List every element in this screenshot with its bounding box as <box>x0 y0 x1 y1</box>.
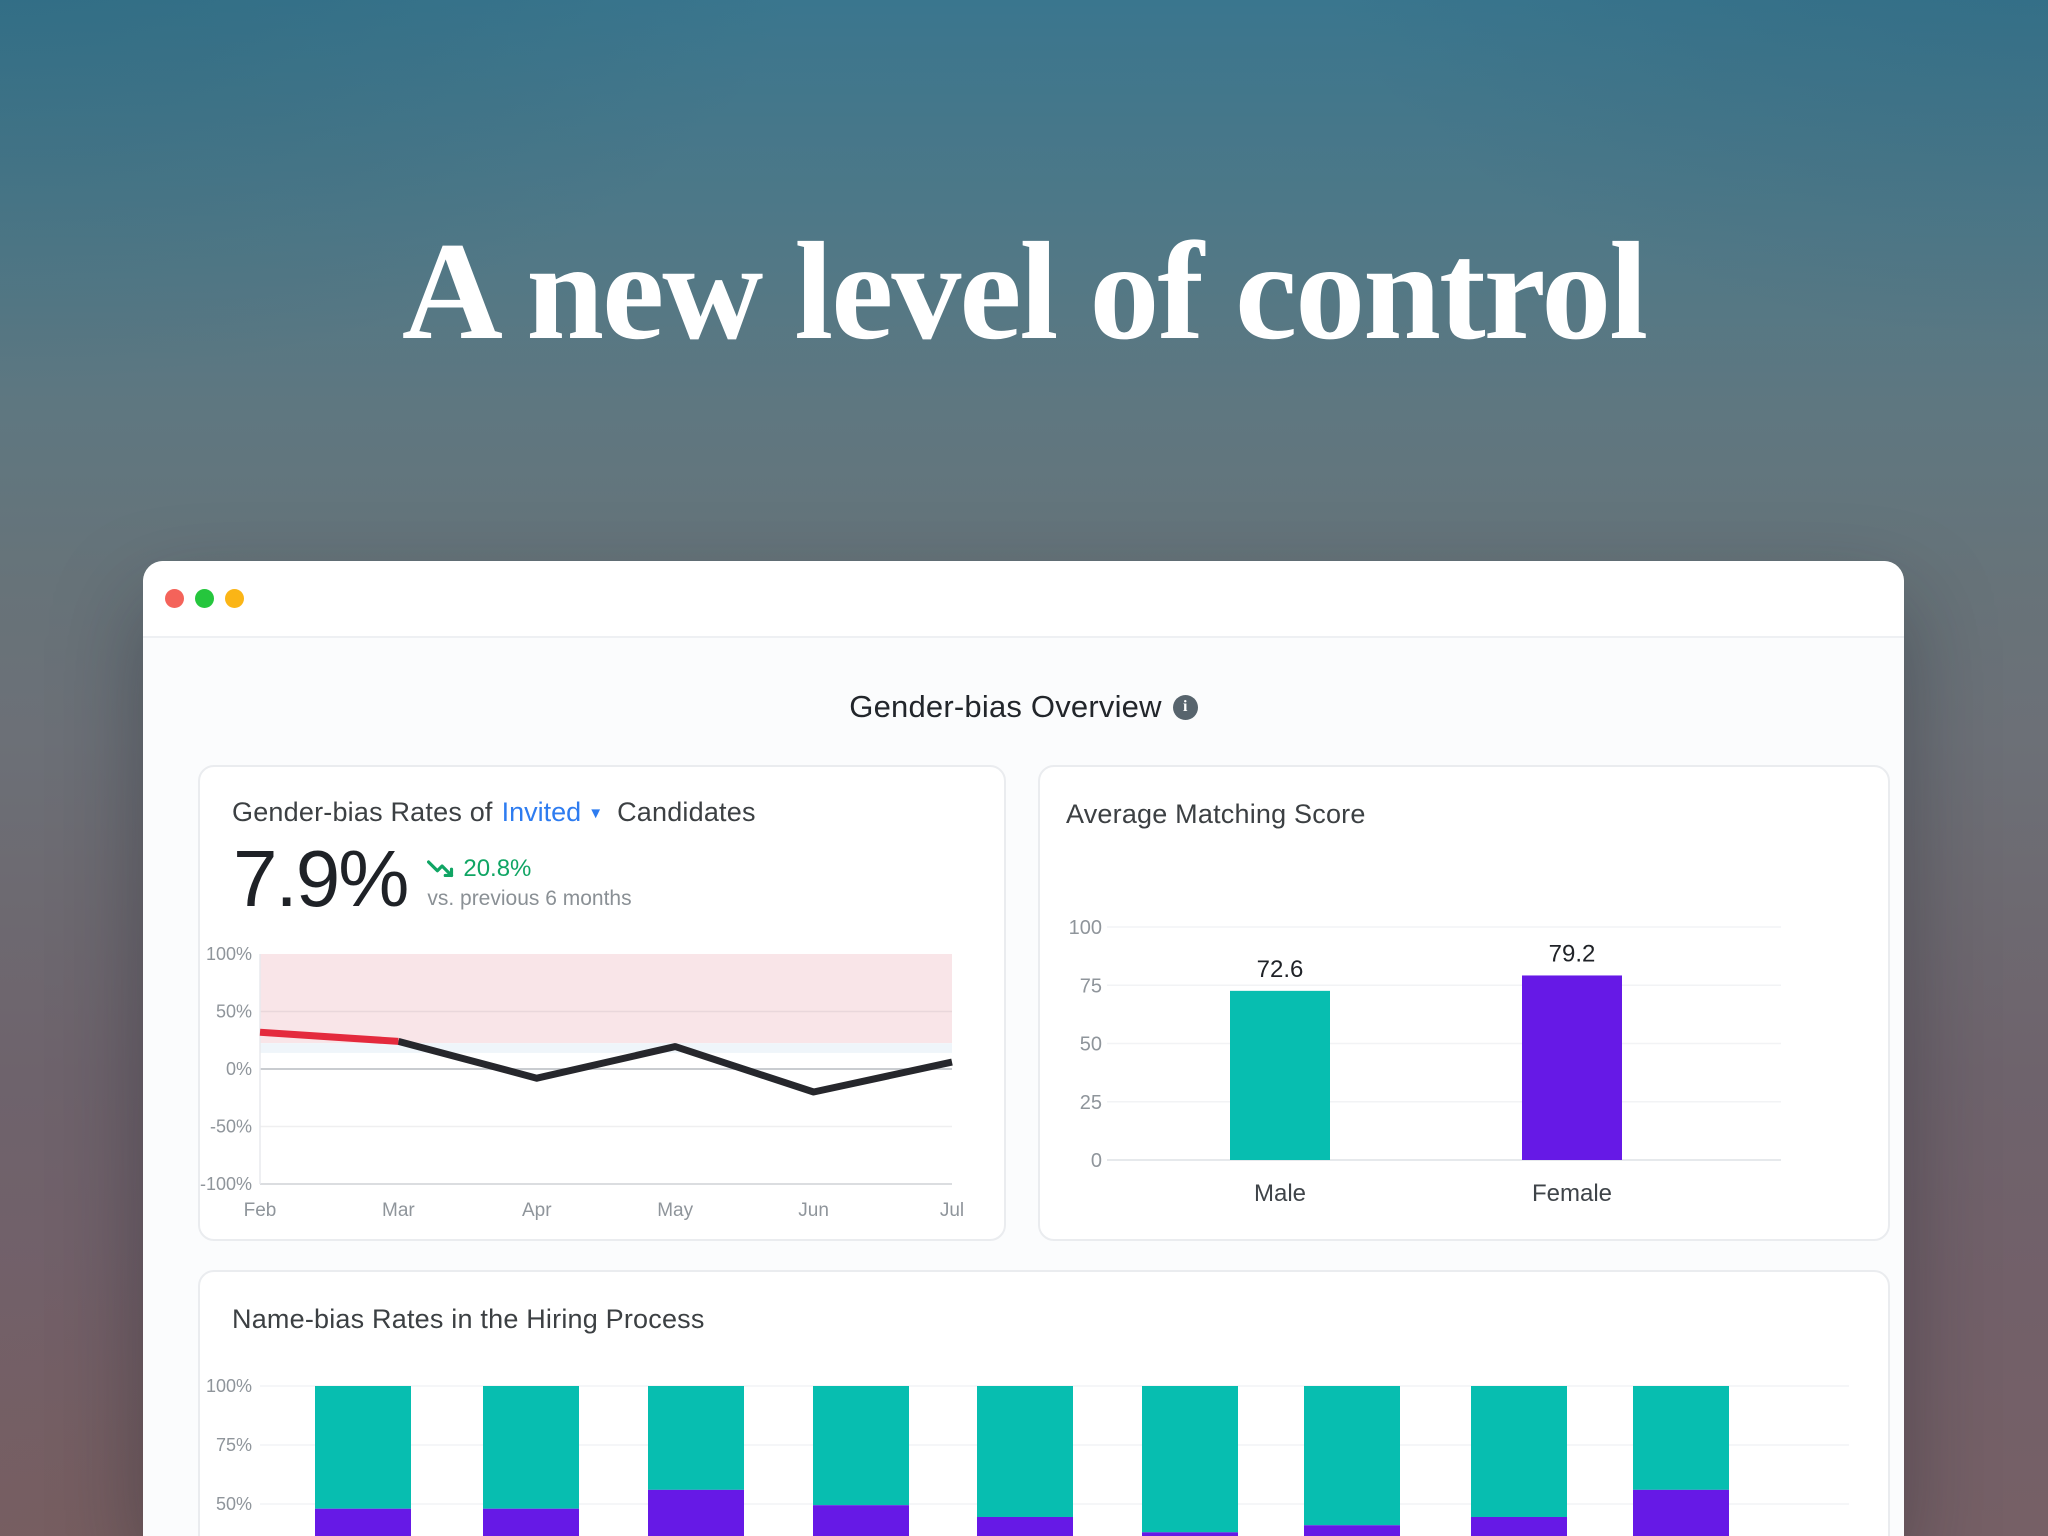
overview-header: Gender-bias Overview i <box>143 689 1904 725</box>
svg-text:75: 75 <box>1080 975 1102 997</box>
svg-text:100%: 100% <box>206 1376 252 1396</box>
svg-text:25: 25 <box>1080 1092 1102 1114</box>
svg-text:72.6: 72.6 <box>1257 956 1304 983</box>
trend-caption: vs. previous 6 months <box>427 887 632 910</box>
trending-down-icon <box>427 860 454 878</box>
metric-row: 7.9% 20.8% vs. previous 6 months <box>233 839 632 919</box>
svg-text:50%: 50% <box>216 1002 252 1022</box>
gender-bias-rates-card: Gender-bias Rates of Invited ▼ Candidate… <box>198 765 1006 1241</box>
svg-text:May: May <box>657 1200 693 1221</box>
name-bias-card-title: Name-bias Rates in the Hiring Process <box>232 1304 705 1334</box>
svg-text:Jul: Jul <box>940 1200 964 1221</box>
title-prefix: Gender-bias Rates of <box>232 797 493 827</box>
svg-text:79.2: 79.2 <box>1549 940 1596 967</box>
info-icon[interactable]: i <box>1172 694 1198 720</box>
trend-value: 20.8% <box>463 855 532 882</box>
svg-text:50%: 50% <box>216 1494 252 1514</box>
app-window: Gender-bias Overview i Gender-bias Rates… <box>143 561 1904 1536</box>
minimize-window-button[interactable] <box>225 589 244 608</box>
average-matching-score-card: Average Matching Score 100 75 50 25 0 72.6 Mal… <box>1038 765 1890 1241</box>
svg-text:Feb: Feb <box>244 1200 277 1221</box>
svg-text:Female: Female <box>1532 1180 1612 1207</box>
invited-dropdown[interactable]: Invited ▼ <box>502 797 603 828</box>
svg-text:100: 100 <box>1069 917 1102 939</box>
gender-bias-line-chart: 100% 50% 0% -50% -100% Feb Mar Apr May Jun Jul <box>200 944 964 1221</box>
name-bias-card: Name-bias Rates in the Hiring Process 10… <box>198 1270 1890 1536</box>
title-suffix: Candidates <box>617 797 756 827</box>
bias-rate-metric: 7.9% <box>233 834 409 923</box>
name-bias-stacked-chart: 100%75%50%25%0% <box>206 1376 1849 1536</box>
window-titlebar <box>143 561 1904 638</box>
svg-text:50: 50 <box>1080 1034 1102 1056</box>
chevron-down-icon: ▼ <box>588 805 604 822</box>
svg-text:100%: 100% <box>206 944 252 964</box>
close-window-button[interactable] <box>165 589 184 608</box>
dropdown-value: Invited <box>501 797 582 827</box>
matching-score-card-title: Average Matching Score <box>1066 799 1366 829</box>
svg-text:Jun: Jun <box>798 1200 829 1221</box>
svg-text:Mar: Mar <box>382 1200 415 1221</box>
svg-text:0%: 0% <box>226 1059 252 1079</box>
page-title: Gender-bias Overview <box>849 689 1162 724</box>
hero-title: A new level of control <box>401 214 1648 369</box>
svg-text:75%: 75% <box>216 1435 252 1455</box>
trend-block: 20.8% vs. previous 6 months <box>427 847 632 911</box>
zoom-window-button[interactable] <box>195 589 214 608</box>
svg-text:Male: Male <box>1254 1180 1306 1207</box>
svg-text:Apr: Apr <box>522 1200 552 1221</box>
matching-score-bar-chart: 100 75 50 25 0 72.6 Male 79.2 Female <box>1069 917 1781 1207</box>
svg-text:-50%: -50% <box>210 1117 252 1137</box>
svg-text:-100%: -100% <box>200 1174 252 1194</box>
svg-text:0: 0 <box>1091 1150 1102 1172</box>
gender-bias-card-title: Gender-bias Rates of Invited ▼ Candidate… <box>232 797 756 828</box>
